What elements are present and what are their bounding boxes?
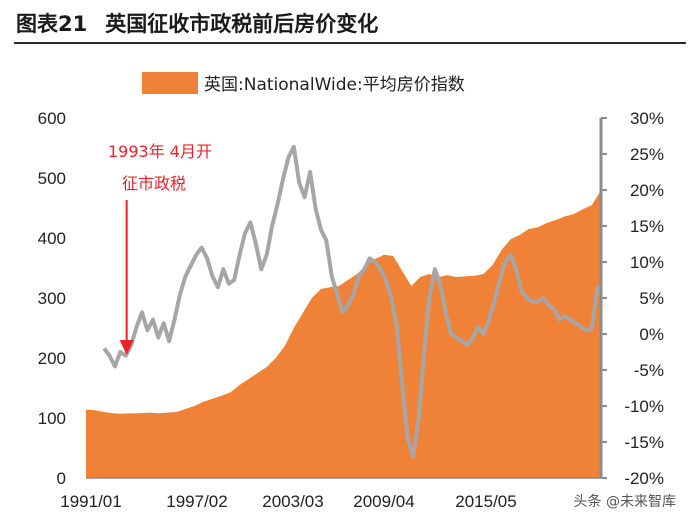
annotation-arrow-head bbox=[119, 340, 134, 355]
x-tick-label: 2015/05 bbox=[455, 492, 516, 511]
y-right-tick-label: 0% bbox=[639, 325, 664, 344]
chart-title: 图表21 英国征收市政税前后房价变化 bbox=[16, 8, 378, 38]
area-series-house-price-index bbox=[86, 190, 601, 478]
line-series-yoy bbox=[102, 144, 603, 459]
y-left-tick-label: 300 bbox=[38, 289, 66, 308]
y-right-tick-label: -5% bbox=[634, 361, 664, 380]
figure-label: 图表21 bbox=[16, 12, 88, 36]
annotation-line-1: 1993年 4月开 bbox=[108, 142, 212, 161]
y-right-tick-label: -10% bbox=[624, 397, 664, 416]
y-left-tick-label: 0 bbox=[57, 469, 66, 488]
y-left-tick-label: 600 bbox=[38, 109, 66, 128]
y-right-tick-label: 20% bbox=[630, 181, 664, 200]
y-left-tick-label: 200 bbox=[38, 349, 66, 368]
watermark: 头条 @未来智库 bbox=[567, 489, 682, 513]
y-right-tick-label: -20% bbox=[624, 469, 664, 488]
x-tick-label: 1997/02 bbox=[166, 492, 227, 511]
y-right-tick-label: 10% bbox=[630, 253, 664, 272]
y-left-tick-label: 500 bbox=[38, 169, 66, 188]
x-tick-label: 1991/01 bbox=[60, 492, 121, 511]
legend-swatch bbox=[142, 72, 198, 94]
title-underline bbox=[14, 42, 686, 44]
x-tick-label: 2003/03 bbox=[262, 492, 323, 511]
y-right-tick-label: 25% bbox=[630, 145, 664, 164]
annotation-line-2: 征市政税 bbox=[122, 174, 186, 193]
y-left-tick-label: 100 bbox=[38, 409, 66, 428]
y-left-tick-label: 400 bbox=[38, 229, 66, 248]
annotation: 1993年 4月开 征市政税 bbox=[108, 142, 212, 355]
y-right-tick-label: 30% bbox=[630, 109, 664, 128]
legend: 英国:NationalWide:平均房价指数 bbox=[142, 72, 465, 95]
legend-label: 英国:NationalWide:平均房价指数 bbox=[204, 75, 465, 95]
title-text: 英国征收市政税前后房价变化 bbox=[105, 12, 379, 36]
y-right-tick-label: -15% bbox=[624, 433, 664, 452]
y-right-tick-label: 5% bbox=[639, 289, 664, 308]
x-tick-label: 2009/04 bbox=[353, 492, 414, 511]
y-right-tick-label: 15% bbox=[630, 217, 664, 236]
